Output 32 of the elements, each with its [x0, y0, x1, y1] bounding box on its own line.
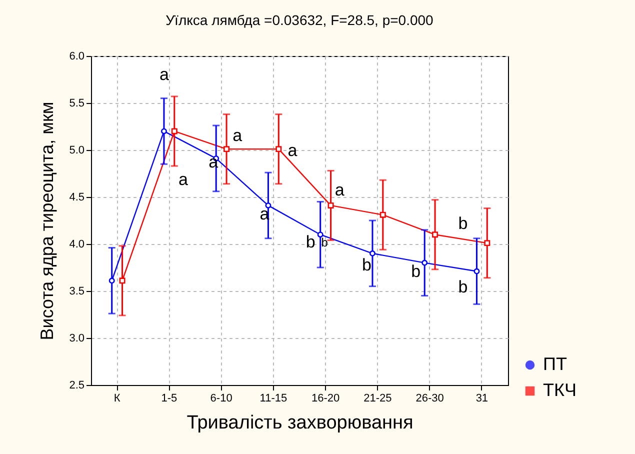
x-tick-label: 16-20 [311, 392, 340, 404]
chart-title: Уїлкса лямбда =0.03632, F=28.5, p=0.000 [166, 12, 434, 28]
y-tick-label: 6.0 [69, 50, 84, 62]
annotation: a [159, 65, 170, 84]
x-axis-title: Тривалість захворювання [186, 412, 414, 434]
annotation: a [178, 170, 188, 190]
x-tick-label: 21-25 [364, 392, 392, 404]
x-tick-label: К [114, 392, 121, 404]
y-tick-label: 2.5 [69, 380, 84, 392]
annotation: b [306, 232, 316, 252]
x-tick-label: 11-15 [260, 392, 288, 404]
y-tick-label: 3.0 [69, 332, 84, 344]
y-tick-label: 5.5 [69, 98, 84, 110]
annotation: b [458, 214, 468, 234]
annotation: a [288, 141, 298, 160]
y-tick-label: 5.0 [69, 144, 84, 156]
annotation: a [334, 180, 345, 200]
annotation: a [232, 126, 243, 146]
x-tick-label: 1-5 [161, 392, 178, 404]
annotation: b [458, 277, 468, 296]
x-tick-label: 31 [476, 392, 488, 404]
y-tick-label: 4.0 [69, 238, 84, 250]
annotation: b [321, 235, 328, 250]
legend-label: ПТ [543, 354, 567, 374]
x-tick-label: 26-30 [416, 392, 444, 404]
legend-label: ТКЧ [543, 380, 576, 400]
x-tick-label: 6-10 [210, 392, 232, 404]
annotation: b [362, 255, 372, 274]
y-axis-title: Висота ядра тиреоцита, мкм [37, 102, 58, 340]
y-tick-label: 4.5 [69, 192, 84, 204]
annotation: b [411, 262, 421, 281]
y-tick-label: 3.5 [69, 286, 84, 298]
